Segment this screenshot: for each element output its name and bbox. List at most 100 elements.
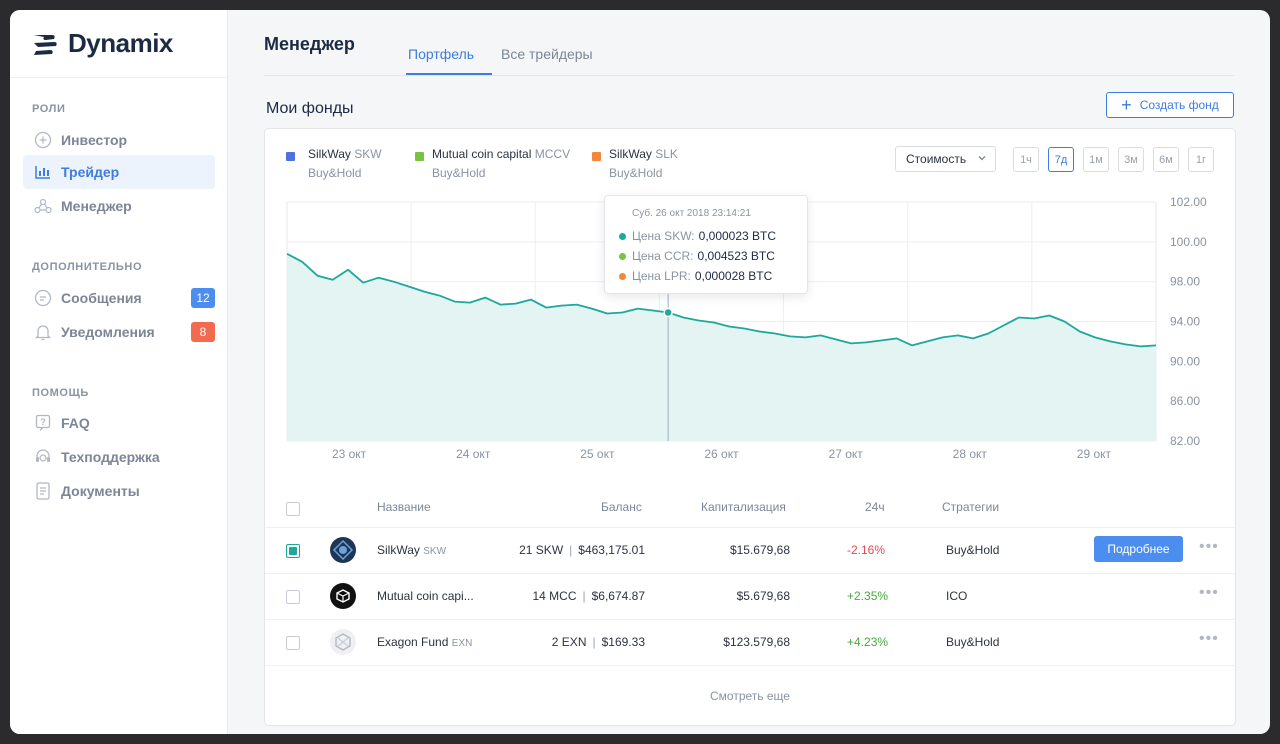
period-6m[interactable]: 6м	[1153, 147, 1179, 172]
period-3m[interactable]: 3м	[1118, 147, 1144, 172]
change-24h-cell: -2.16%	[847, 543, 886, 557]
legend-swatch	[415, 152, 424, 161]
legend-name: Mutual coin capital	[432, 147, 532, 161]
legend-ticker: SLK	[655, 147, 678, 161]
fund-ticker: EXN	[451, 638, 473, 649]
row-checkbox[interactable]	[286, 636, 300, 650]
legend-swatch	[286, 152, 295, 161]
tooltip-date: Суб. 26 окт 2018 23:14:21	[632, 208, 751, 219]
metric-select[interactable]: Стоимость	[895, 146, 996, 172]
period-7d[interactable]: 7д	[1048, 147, 1074, 172]
table-row[interactable]: SilkWay SKW 21 SKW | $463,175.01 $15.679,6…	[265, 527, 1235, 573]
sidebar-item-faq[interactable]: ? FAQ	[23, 406, 215, 440]
y-tick-label: 82.00	[1170, 434, 1200, 448]
x-tick-label: 23 окт	[332, 447, 367, 459]
strategy-cell: Buy&Hold	[946, 635, 1000, 649]
sidebar-item-documents[interactable]: Документы	[23, 474, 215, 508]
period-1y[interactable]: 1г	[1188, 147, 1214, 172]
sidebar-item-label: Документы	[61, 483, 140, 499]
period-1m[interactable]: 1м	[1083, 147, 1109, 172]
fund-name: SilkWay	[377, 543, 420, 557]
sidebar-item-label: FAQ	[61, 415, 90, 431]
chevron-down-icon	[977, 153, 987, 166]
fund-name: Exagon Fund	[377, 635, 449, 649]
tooltip-dot	[619, 272, 626, 280]
plus-icon: +	[1121, 95, 1132, 115]
section-title-roles: Роли	[32, 103, 66, 115]
fund-name-cell: SilkWay SKW	[377, 543, 446, 557]
y-tick-label: 94.00	[1170, 315, 1200, 329]
logo[interactable]: Dynamix	[10, 10, 227, 78]
balance-units: 2 EXN	[551, 635, 587, 649]
x-tick-label: 28 окт	[953, 447, 988, 459]
sidebar-item-messages[interactable]: Сообщения 12	[23, 281, 215, 315]
y-tick-label: 100.00	[1170, 235, 1207, 249]
balance-units: 14 MCC	[532, 589, 577, 603]
message-icon	[33, 288, 53, 308]
legend-name: SilkWay	[308, 147, 351, 161]
column-header-strategies[interactable]: Стратегии	[942, 500, 1000, 514]
sidebar-item-investor[interactable]: Инвестор	[23, 123, 215, 157]
tab-portfolio[interactable]: Портфель	[408, 46, 475, 62]
strategy-cell: Buy&Hold	[946, 543, 1000, 557]
balance-usd: $169.33	[601, 635, 645, 649]
faq-icon: ?	[33, 413, 53, 433]
create-fund-button[interactable]: + Создать фонд	[1106, 92, 1234, 118]
network-icon	[33, 196, 53, 216]
table-row[interactable]: Exagon Fund EXN 2 EXN | $169.33 $123.579,6…	[265, 619, 1235, 665]
more-options-icon[interactable]: •••	[1199, 584, 1219, 601]
x-tick-label: 26 окт	[704, 447, 739, 459]
x-tick-label: 24 окт	[456, 447, 491, 459]
legend-swatch	[592, 152, 601, 161]
column-header-capitalization[interactable]: Капитализация	[701, 500, 786, 514]
tooltip-label: Цена LPR:	[632, 269, 691, 283]
series-area-skw	[287, 253, 1156, 441]
table-row[interactable]: Mutual coin capi... 14 MCC | $6,674.87 $5.…	[265, 573, 1235, 619]
tooltip-row-ccr: Цена CCR: 0,004523 BTC	[619, 249, 775, 263]
strategy-cell: ICO	[946, 589, 968, 603]
active-tab-indicator	[406, 73, 492, 75]
row-checkbox[interactable]	[286, 544, 300, 558]
mutual-coin-icon	[330, 583, 356, 609]
tooltip-value: 0,000023 BTC	[698, 229, 777, 243]
x-tick-label: 27 окт	[829, 447, 864, 459]
select-all-checkbox[interactable]	[286, 502, 300, 516]
sidebar-item-trader[interactable]: Трейдер	[23, 155, 215, 189]
more-options-icon[interactable]: •••	[1199, 538, 1219, 555]
messages-count-badge: 12	[191, 288, 215, 308]
legend-strategy: Buy&Hold	[609, 166, 663, 180]
more-options-icon[interactable]: •••	[1199, 630, 1219, 647]
sidebar-item-label: Инвестор	[61, 132, 128, 148]
section-title-additional: Дополнительно	[32, 261, 143, 273]
sidebar: Dynamix Роли Инвестор Трейдер Менеджер	[10, 10, 228, 734]
change-24h-cell: +2.35%	[847, 589, 889, 603]
sidebar-item-manager[interactable]: Менеджер	[23, 189, 215, 223]
document-icon	[33, 481, 53, 501]
sidebar-item-notifications[interactable]: Уведомления 8	[23, 315, 215, 349]
column-header-name[interactable]: Название	[377, 500, 431, 514]
row-checkbox[interactable]	[286, 590, 300, 604]
show-more-link[interactable]: Смотреть еще	[710, 689, 790, 703]
tooltip-dot	[619, 232, 626, 240]
y-tick-label: 102.00	[1170, 195, 1207, 209]
tab-all-traders[interactable]: Все трейдеры	[501, 46, 593, 62]
column-header-balance[interactable]: Баланс	[601, 500, 642, 514]
legend-ticker: SKW	[354, 147, 382, 161]
column-header-24h[interactable]: 24ч	[865, 500, 885, 514]
details-button[interactable]: Подробнее	[1094, 536, 1183, 562]
bell-icon	[33, 322, 53, 342]
capitalization-cell: $5.679,68	[736, 589, 790, 603]
tooltip-label: Цена CCR:	[632, 249, 694, 263]
bar-chart-icon	[33, 162, 53, 182]
hover-point	[663, 307, 673, 318]
tooltip-row-skw: Цена SKW: 0,000023 BTC	[619, 229, 776, 243]
chart-tooltip: Суб. 26 окт 2018 23:14:21 Цена SKW: 0,00…	[604, 195, 808, 294]
fund-ticker: SKW	[423, 546, 447, 557]
price-chart[interactable]: 102.00 100.00 98.00 94.00 90.00 86.00 82.00 23 …	[265, 129, 1237, 459]
sidebar-item-label: Сообщения	[61, 290, 142, 306]
tooltip-value: 0,000028 BTC	[694, 269, 773, 283]
x-tick-label: 25 окт	[580, 447, 615, 459]
period-1h[interactable]: 1ч	[1013, 147, 1039, 172]
exagon-fund-icon	[330, 629, 356, 655]
sidebar-item-support[interactable]: Техподдержка	[23, 440, 215, 474]
